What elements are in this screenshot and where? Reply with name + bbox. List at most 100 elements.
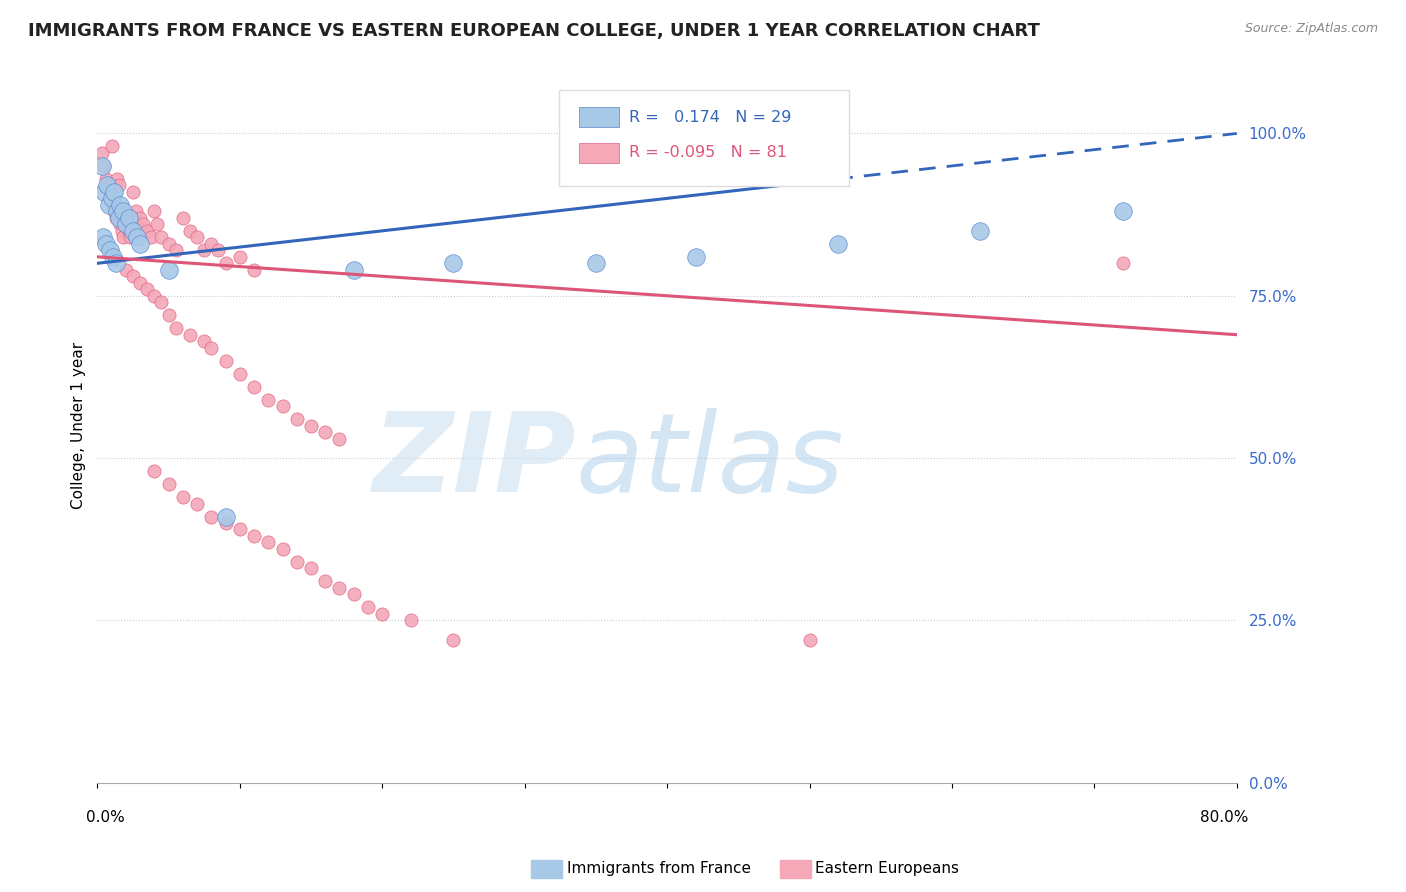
Point — [111, 230, 134, 244]
Point — [343, 262, 366, 277]
Point — [143, 289, 166, 303]
Point — [115, 218, 138, 232]
Point — [285, 555, 308, 569]
Point — [343, 587, 366, 601]
Point — [120, 230, 142, 244]
Point — [103, 204, 125, 219]
Point — [90, 145, 112, 160]
Point — [98, 185, 121, 199]
Point — [243, 262, 266, 277]
Point — [104, 256, 127, 270]
FancyBboxPatch shape — [579, 143, 619, 163]
Point — [129, 211, 152, 225]
Text: IMMIGRANTS FROM FRANCE VS EASTERN EUROPEAN COLLEGE, UNDER 1 YEAR CORRELATION CHA: IMMIGRANTS FROM FRANCE VS EASTERN EUROPE… — [28, 22, 1040, 40]
FancyBboxPatch shape — [558, 90, 849, 186]
Point — [186, 230, 208, 244]
Point — [104, 211, 127, 225]
Point — [108, 198, 131, 212]
Point — [371, 607, 394, 621]
Point — [357, 600, 380, 615]
Point — [443, 256, 465, 270]
Point — [127, 230, 149, 244]
Point — [200, 509, 222, 524]
Point — [108, 218, 131, 232]
Text: ZIP: ZIP — [373, 408, 576, 515]
Point — [118, 211, 141, 225]
Point — [125, 204, 148, 219]
Point — [107, 211, 129, 225]
Point — [257, 392, 280, 407]
Point — [243, 529, 266, 543]
Point — [214, 353, 236, 368]
Point — [105, 172, 128, 186]
Point — [118, 224, 141, 238]
Text: atlas: atlas — [576, 408, 845, 515]
Point — [115, 211, 138, 225]
Point — [132, 218, 155, 232]
Point — [91, 230, 114, 244]
Point — [1112, 204, 1135, 219]
Point — [157, 236, 180, 251]
Point — [157, 477, 180, 491]
Point — [93, 159, 115, 173]
Point — [1112, 256, 1135, 270]
Y-axis label: College, Under 1 year: College, Under 1 year — [72, 342, 86, 509]
Point — [193, 244, 215, 258]
Point — [122, 185, 145, 199]
Point — [103, 185, 125, 199]
Point — [146, 218, 169, 232]
Point — [214, 509, 236, 524]
Point — [112, 204, 135, 219]
Point — [243, 379, 266, 393]
Point — [100, 139, 122, 153]
Point — [585, 256, 607, 270]
Point — [150, 230, 173, 244]
Point — [827, 236, 849, 251]
Point — [107, 178, 129, 193]
Point — [207, 244, 229, 258]
Point — [105, 204, 128, 219]
Text: Immigrants from France: Immigrants from France — [567, 862, 751, 876]
Text: 80.0%: 80.0% — [1199, 810, 1249, 825]
Point — [122, 224, 145, 238]
Point — [100, 191, 122, 205]
Point — [685, 250, 707, 264]
Point — [122, 269, 145, 284]
Point — [101, 250, 124, 264]
Point — [97, 198, 120, 212]
Point — [257, 535, 280, 549]
Point — [214, 516, 236, 530]
Point — [179, 327, 201, 342]
Point — [98, 244, 121, 258]
Point — [165, 244, 187, 258]
Point — [93, 185, 115, 199]
Point — [200, 236, 222, 251]
Point — [299, 418, 322, 433]
Point — [143, 204, 166, 219]
Point — [97, 178, 120, 193]
Text: 0.0%: 0.0% — [86, 810, 125, 825]
Point — [229, 367, 252, 381]
Point — [150, 295, 173, 310]
Point — [314, 425, 336, 439]
Text: R =   0.174   N = 29: R = 0.174 N = 29 — [630, 110, 792, 125]
Point — [229, 250, 252, 264]
Point — [111, 204, 134, 219]
Point — [443, 632, 465, 647]
Point — [117, 218, 139, 232]
Point — [314, 574, 336, 589]
Point — [94, 236, 117, 251]
Point — [186, 496, 208, 510]
Text: Source: ZipAtlas.com: Source: ZipAtlas.com — [1244, 22, 1378, 36]
Point — [172, 490, 194, 504]
Point — [328, 581, 350, 595]
Point — [271, 541, 294, 556]
Point — [157, 262, 180, 277]
Point — [96, 178, 118, 193]
Point — [200, 341, 222, 355]
Point — [214, 256, 236, 270]
Point — [799, 632, 821, 647]
Text: Eastern Europeans: Eastern Europeans — [815, 862, 959, 876]
Point — [179, 224, 201, 238]
Point — [969, 224, 991, 238]
